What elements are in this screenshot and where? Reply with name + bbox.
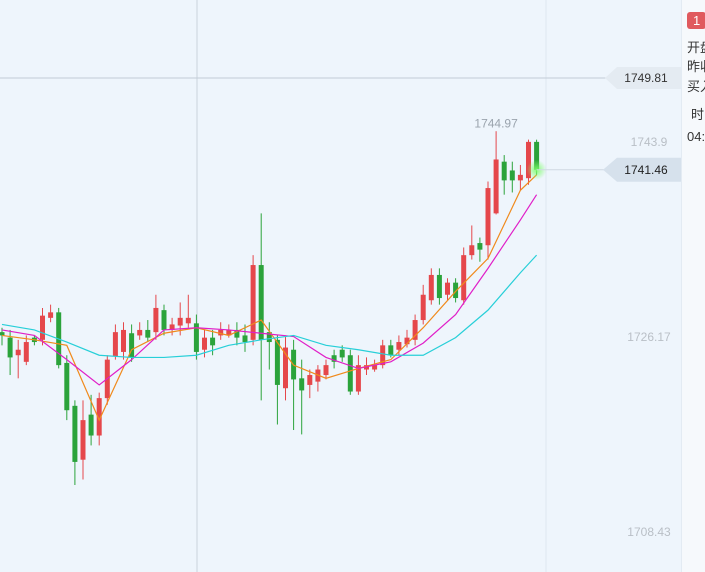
candle-body [372, 365, 378, 370]
high-price-label: 1744.97 [474, 116, 518, 130]
moving-average-line [1, 254, 538, 359]
candle-body [80, 420, 86, 460]
candle-body [15, 349, 21, 356]
candle-body [177, 317, 183, 326]
chart: 1708.43 1726.17 1743.9 1749.81 1744.97 1741.4… [0, 0, 681, 572]
time-value: 04: [687, 129, 705, 144]
time-label: 时 [691, 107, 705, 122]
candle-body [40, 315, 45, 340]
crosshair-price-label: 1749.81 [624, 71, 668, 85]
candle-body [517, 174, 523, 181]
candle-body [501, 161, 507, 181]
candle-body [48, 312, 54, 318]
candle-body [339, 349, 345, 358]
candle-body [137, 329, 143, 336]
candle-body [258, 265, 264, 340]
price-tag [605, 66, 681, 89]
candle-body [404, 337, 410, 345]
candle-body [445, 282, 450, 295]
candle-body [485, 188, 491, 246]
candle-body [534, 141, 540, 170]
candle-body [469, 245, 475, 256]
candle-body [250, 265, 256, 340]
candle-body [428, 274, 434, 301]
panel-row: 昨收 [687, 59, 705, 74]
panel-row: 开盘 [687, 40, 705, 55]
candle-body [526, 141, 531, 179]
candle-body [307, 375, 313, 385]
candle-body [112, 332, 118, 357]
candle-body [242, 335, 248, 343]
candle-body [355, 365, 361, 392]
candle-body [380, 345, 386, 366]
candle-body [121, 329, 126, 352]
candle-body [193, 323, 199, 352]
candle-body [420, 294, 426, 321]
candle-body [88, 414, 94, 436]
candle-body [299, 378, 305, 391]
moving-average-line [1, 194, 538, 386]
badge: 1 [687, 12, 705, 29]
candle-body [412, 320, 418, 340]
candle-body [266, 332, 272, 343]
candle-body [64, 362, 70, 411]
y-tick-label: 1708.43 [627, 525, 671, 539]
last-price-tag [603, 157, 681, 182]
candle-body [347, 355, 353, 392]
candle-body [185, 317, 191, 324]
candle-body [331, 355, 337, 362]
y-tick-label: 1726.17 [627, 330, 671, 344]
candle-body [129, 333, 135, 358]
candle-body [96, 398, 102, 436]
y-tick-label: 1743.9 [631, 135, 668, 149]
candle-body [202, 337, 207, 350]
candle-body [72, 405, 78, 462]
candle-body [145, 329, 151, 338]
candle-body [0, 332, 5, 336]
candle-body [509, 170, 515, 181]
candle-body [161, 310, 167, 330]
candle-body [210, 337, 216, 346]
candle-body [226, 329, 232, 336]
candle-body [234, 329, 240, 338]
side-panel: 1 开盘 昨收 买入 时 04: [681, 0, 705, 572]
candle-body [388, 345, 394, 356]
candle-body [436, 274, 442, 299]
candle-body [323, 365, 329, 376]
candle-body [169, 324, 175, 330]
candle-body [453, 282, 459, 299]
panel-row: 买入 [687, 79, 705, 94]
candle-body [218, 329, 224, 336]
moving-average-line [1, 174, 538, 422]
candle-body [7, 337, 13, 358]
candle-body [493, 159, 499, 214]
candle-body [283, 347, 288, 389]
candle-body [477, 243, 483, 250]
candle-body [461, 255, 467, 301]
candle-body [396, 342, 402, 350]
candle-body [153, 307, 159, 333]
candle-body [23, 342, 29, 362]
candle-body [274, 339, 280, 385]
last-price-label: 1741.46 [624, 163, 668, 177]
